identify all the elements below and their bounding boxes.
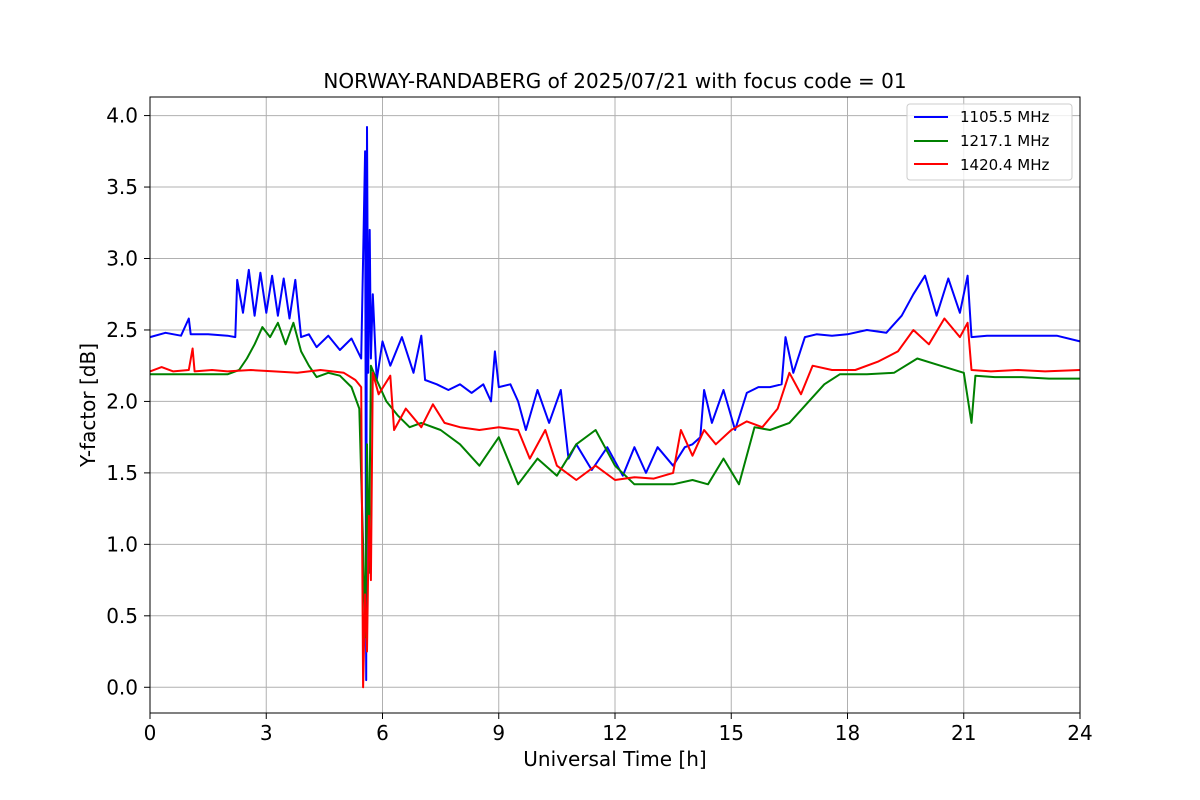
legend-label-1217: 1217.1 MHz: [960, 132, 1049, 150]
series-line-1105-5: [149, 126, 1081, 682]
x-tick-label: 6: [376, 721, 389, 745]
x-tick-label: 9: [492, 721, 505, 745]
y-tick-label: 1.0: [106, 532, 138, 556]
legend-label-1105: 1105.5 MHz: [960, 108, 1049, 126]
data-series: [149, 126, 1081, 689]
x-tick-label: 18: [835, 721, 860, 745]
x-tick-label: 0: [144, 721, 157, 745]
x-axis-ticks: 0 3 6 9 12 15 18 21 24: [144, 713, 1093, 745]
y-tick-label: 3.5: [106, 175, 138, 199]
x-tick-label: 3: [260, 721, 273, 745]
x-tick-label: 24: [1067, 721, 1092, 745]
x-tick-label: 21: [951, 721, 976, 745]
y-tick-label: 1.5: [106, 461, 138, 485]
legend: 1105.5 MHz 1217.1 MHz 1420.4 MHz: [906, 103, 1073, 181]
y-tick-label: 2.0: [106, 389, 138, 413]
y-tick-label: 2.5: [106, 318, 138, 342]
series-line-1217-1: [150, 321, 1080, 639]
legend-label-1420: 1420.4 MHz: [960, 156, 1049, 174]
series-line-1420-4: [149, 317, 1081, 689]
chart-title: NORWAY-RANDABERG of 2025/07/21 with focu…: [323, 69, 906, 93]
y-axis-ticks: 0.0 0.5 1.0 1.5 2.0 2.5 3.0 3.5 4.0: [106, 104, 150, 699]
legend-frame: [906, 103, 1073, 181]
y-tick-label: 0.5: [106, 604, 138, 628]
y-axis-label: Y-factor [dB]: [76, 343, 100, 468]
y-tick-label: 4.0: [106, 104, 138, 128]
y-tick-label: 3.0: [106, 247, 138, 271]
y-tick-label: 0.0: [106, 675, 138, 699]
x-axis-label: Universal Time [h]: [523, 747, 706, 771]
x-tick-label: 12: [602, 721, 627, 745]
x-tick-label: 15: [719, 721, 744, 745]
